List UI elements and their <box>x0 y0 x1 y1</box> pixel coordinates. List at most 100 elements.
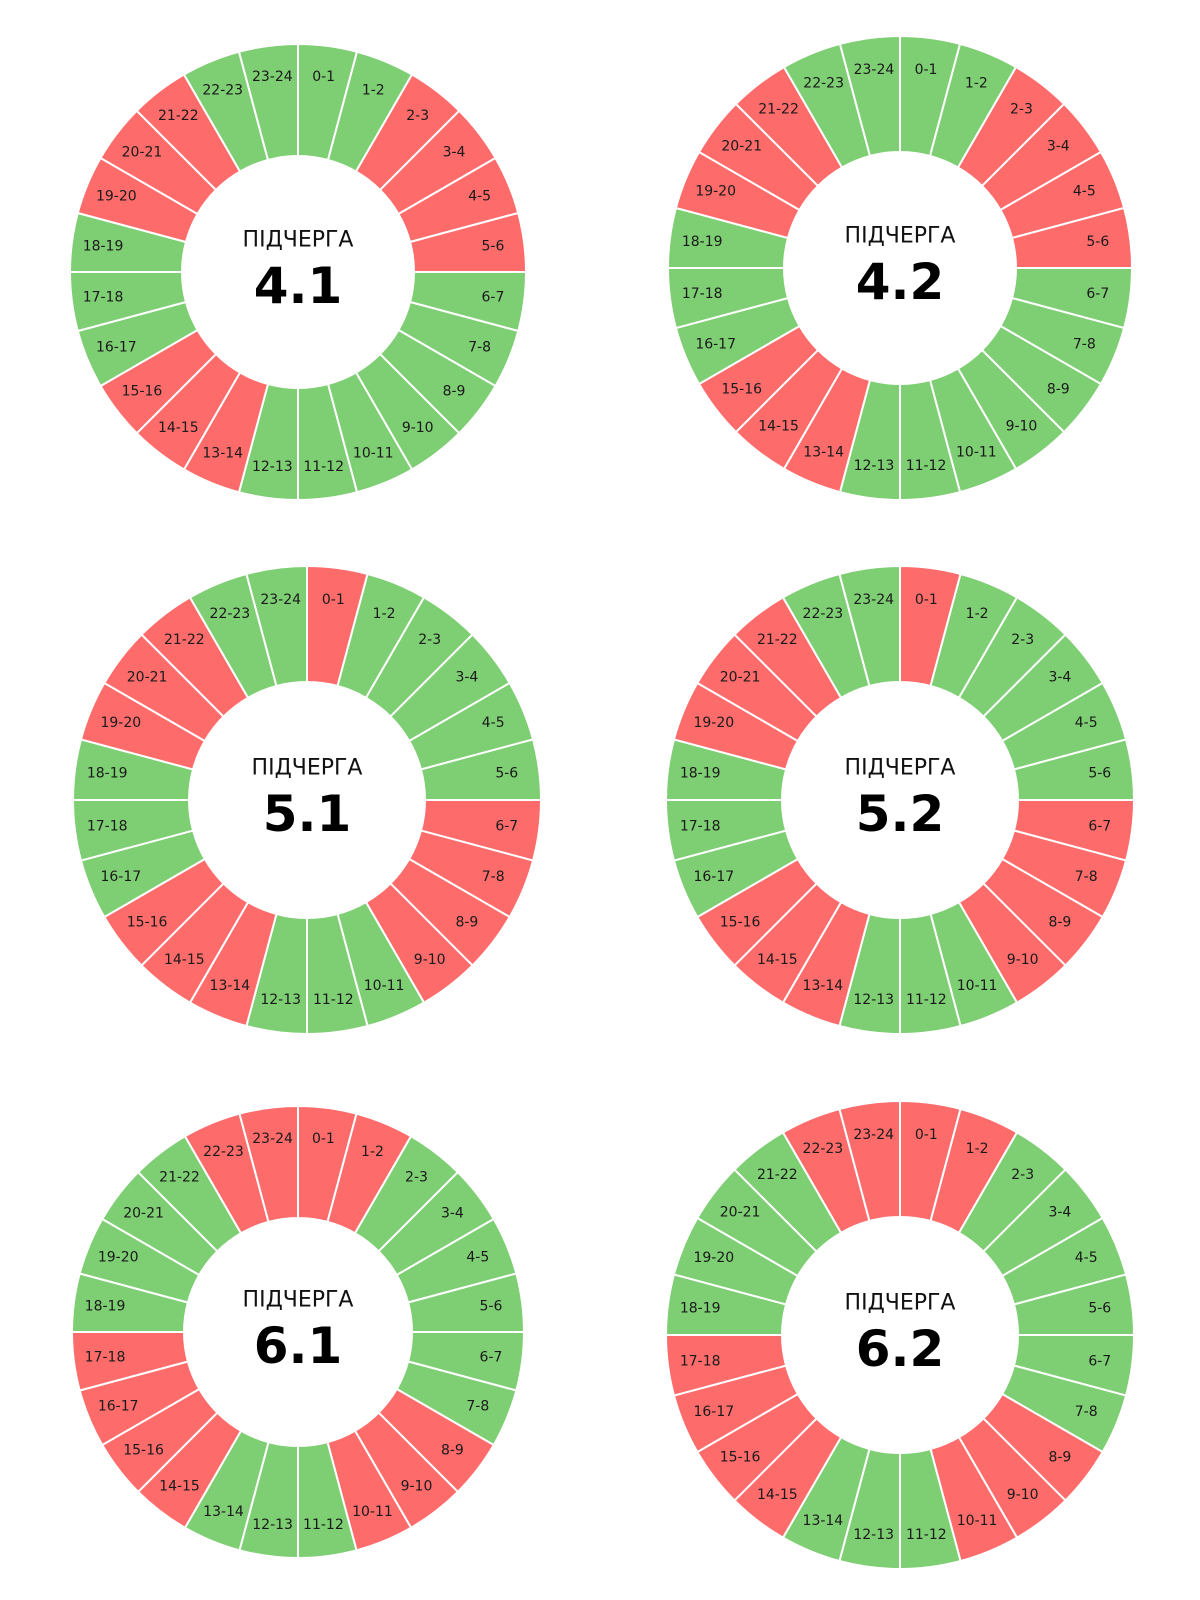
hour-slot-label: 8-9 <box>1047 381 1070 397</box>
subqueue-number: 5.1 <box>263 785 352 843</box>
hour-slot-label: 19-20 <box>96 189 137 205</box>
hour-slot-label: 20-21 <box>122 144 163 160</box>
subqueue-caption: ПІДЧЕРГА <box>845 224 956 249</box>
hour-slot-label: 4-5 <box>1075 715 1098 731</box>
hour-slot-label: 12-13 <box>853 1527 894 1543</box>
hour-slot-label: 12-13 <box>252 1517 293 1533</box>
hour-slot-label: 0-1 <box>915 592 938 608</box>
hour-slot-label: 0-1 <box>915 1127 938 1143</box>
hour-slot-label: 4-5 <box>466 1250 489 1266</box>
hour-slot-label: 15-16 <box>721 381 762 397</box>
hour-slot-label: 8-9 <box>441 1442 464 1458</box>
hour-slot-label: 9-10 <box>1007 1487 1039 1503</box>
hour-slot-label: 22-23 <box>202 82 243 98</box>
hour-slot-label: 13-14 <box>210 978 251 994</box>
hour-slot-label: 7-8 <box>1073 336 1096 352</box>
hour-slot-label: 4-5 <box>1073 184 1096 200</box>
hour-slot-label: 5-6 <box>1088 1301 1111 1317</box>
hour-slot-label: 17-18 <box>680 1353 721 1369</box>
hour-slot-label: 0-1 <box>312 1131 335 1147</box>
hour-slot-label: 5-6 <box>1086 234 1109 250</box>
hour-slot-label: 22-23 <box>803 76 844 92</box>
hour-slot-label: 8-9 <box>443 384 466 400</box>
hour-slot-label: 20-21 <box>127 669 168 685</box>
hour-slot-label: 23-24 <box>854 62 895 78</box>
hour-slot-label: 5-6 <box>495 766 518 782</box>
hour-slot-label: 2-3 <box>1011 1167 1034 1183</box>
hour-slot-label: 1-2 <box>361 1144 384 1160</box>
hour-slot-label: 18-19 <box>83 238 124 254</box>
hour-slot-label: 17-18 <box>680 818 721 834</box>
hour-slot-label: 13-14 <box>803 978 844 994</box>
subqueue-number: 4.2 <box>856 253 945 311</box>
subqueue-caption: ПІДЧЕРГА <box>243 1288 354 1313</box>
hour-slot-label: 22-23 <box>203 1144 244 1160</box>
hour-slot-label: 7-8 <box>468 339 491 355</box>
hour-slot-label: 13-14 <box>203 1504 244 1520</box>
hour-slot-label: 7-8 <box>482 869 505 885</box>
hour-slot-label: 11-12 <box>906 992 947 1008</box>
hour-slot-label: 22-23 <box>803 606 844 622</box>
hour-slot-label: 15-16 <box>127 915 168 931</box>
hour-slot-label: 18-19 <box>682 234 723 250</box>
hour-slot-label: 8-9 <box>1048 1450 1071 1466</box>
hour-slot-label: 17-18 <box>87 818 128 834</box>
hour-segment-power-on <box>838 34 901 158</box>
hour-slot-label: 0-1 <box>915 62 938 78</box>
hour-slot-label: 10-11 <box>352 1504 393 1520</box>
hour-segment-power-on <box>245 564 308 688</box>
hour-slot-label: 6-7 <box>1088 1353 1111 1369</box>
hour-slot-label: 6-7 <box>1088 818 1111 834</box>
hour-slot-label: 11-12 <box>906 458 947 474</box>
hour-slot-label: 21-22 <box>758 102 799 118</box>
hour-slot-label: 8-9 <box>1048 915 1071 931</box>
hour-slot-label: 21-22 <box>757 1167 798 1183</box>
hour-slot-label: 6-7 <box>480 1349 503 1365</box>
hour-slot-label: 10-11 <box>957 1513 998 1529</box>
hour-slot-label: 11-12 <box>303 1517 344 1533</box>
hour-slot-label: 2-3 <box>418 632 441 648</box>
hour-slot-label: 14-15 <box>757 1487 798 1503</box>
hour-slot-label: 13-14 <box>803 1513 844 1529</box>
hour-slot-label: 10-11 <box>364 978 405 994</box>
hour-slot-label: 4-5 <box>482 715 505 731</box>
hour-slot-label: 18-19 <box>680 1301 721 1317</box>
hour-slot-label: 9-10 <box>1007 952 1039 968</box>
hour-slot-label: 14-15 <box>159 1478 200 1494</box>
hour-slot-label: 8-9 <box>455 915 478 931</box>
hour-slot-label: 14-15 <box>164 952 205 968</box>
hour-slot-label: 19-20 <box>693 715 734 731</box>
hour-slot-label: 11-12 <box>906 1527 947 1543</box>
hour-slot-label: 20-21 <box>721 139 762 155</box>
hour-slot-label: 3-4 <box>1048 1204 1071 1220</box>
schedule-wheel: 0-1 1-2 2-3 3-4 4-5 5-6 6-7 7-8 8-9 9-10 10-11 11-1… <box>70 1104 526 1560</box>
hour-slot-label: 16-17 <box>96 339 137 355</box>
hour-slot-label: 2-3 <box>1011 632 1034 648</box>
hour-slot-label: 3-4 <box>443 144 466 160</box>
hour-slot-label: 11-12 <box>303 459 344 475</box>
hour-slot-label: 22-23 <box>803 1141 844 1157</box>
hour-slot-label: 2-3 <box>406 108 429 124</box>
hour-slot-label: 12-13 <box>853 992 894 1008</box>
hour-slot-label: 19-20 <box>693 1250 734 1266</box>
hour-slot-label: 17-18 <box>83 290 124 306</box>
subqueue-number: 6.2 <box>856 1320 945 1378</box>
hour-slot-label: 16-17 <box>693 1404 734 1420</box>
hour-slot-label: 19-20 <box>98 1250 139 1266</box>
schedule-wheel: 0-1 1-2 2-3 3-4 4-5 5-6 6-7 7-8 8-9 9-10 10-11 11-1… <box>664 1099 1136 1571</box>
hour-slot-label: 11-12 <box>313 992 354 1008</box>
hour-slot-label: 1-2 <box>966 606 989 622</box>
hour-slot-label: 12-13 <box>252 459 293 475</box>
hour-slot-label: 9-10 <box>402 420 434 436</box>
hour-slot-label: 1-2 <box>965 76 988 92</box>
hour-slot-label: 16-17 <box>100 869 141 885</box>
hour-slot-label: 6-7 <box>1086 286 1109 302</box>
hour-segment-power-off <box>838 1099 901 1223</box>
hour-slot-label: 21-22 <box>159 1170 200 1186</box>
hour-slot-label: 5-6 <box>1088 766 1111 782</box>
hour-segment-power-off <box>238 1104 299 1224</box>
hour-slot-label: 16-17 <box>693 869 734 885</box>
hour-slot-label: 2-3 <box>405 1170 428 1186</box>
hour-slot-label: 18-19 <box>680 766 721 782</box>
